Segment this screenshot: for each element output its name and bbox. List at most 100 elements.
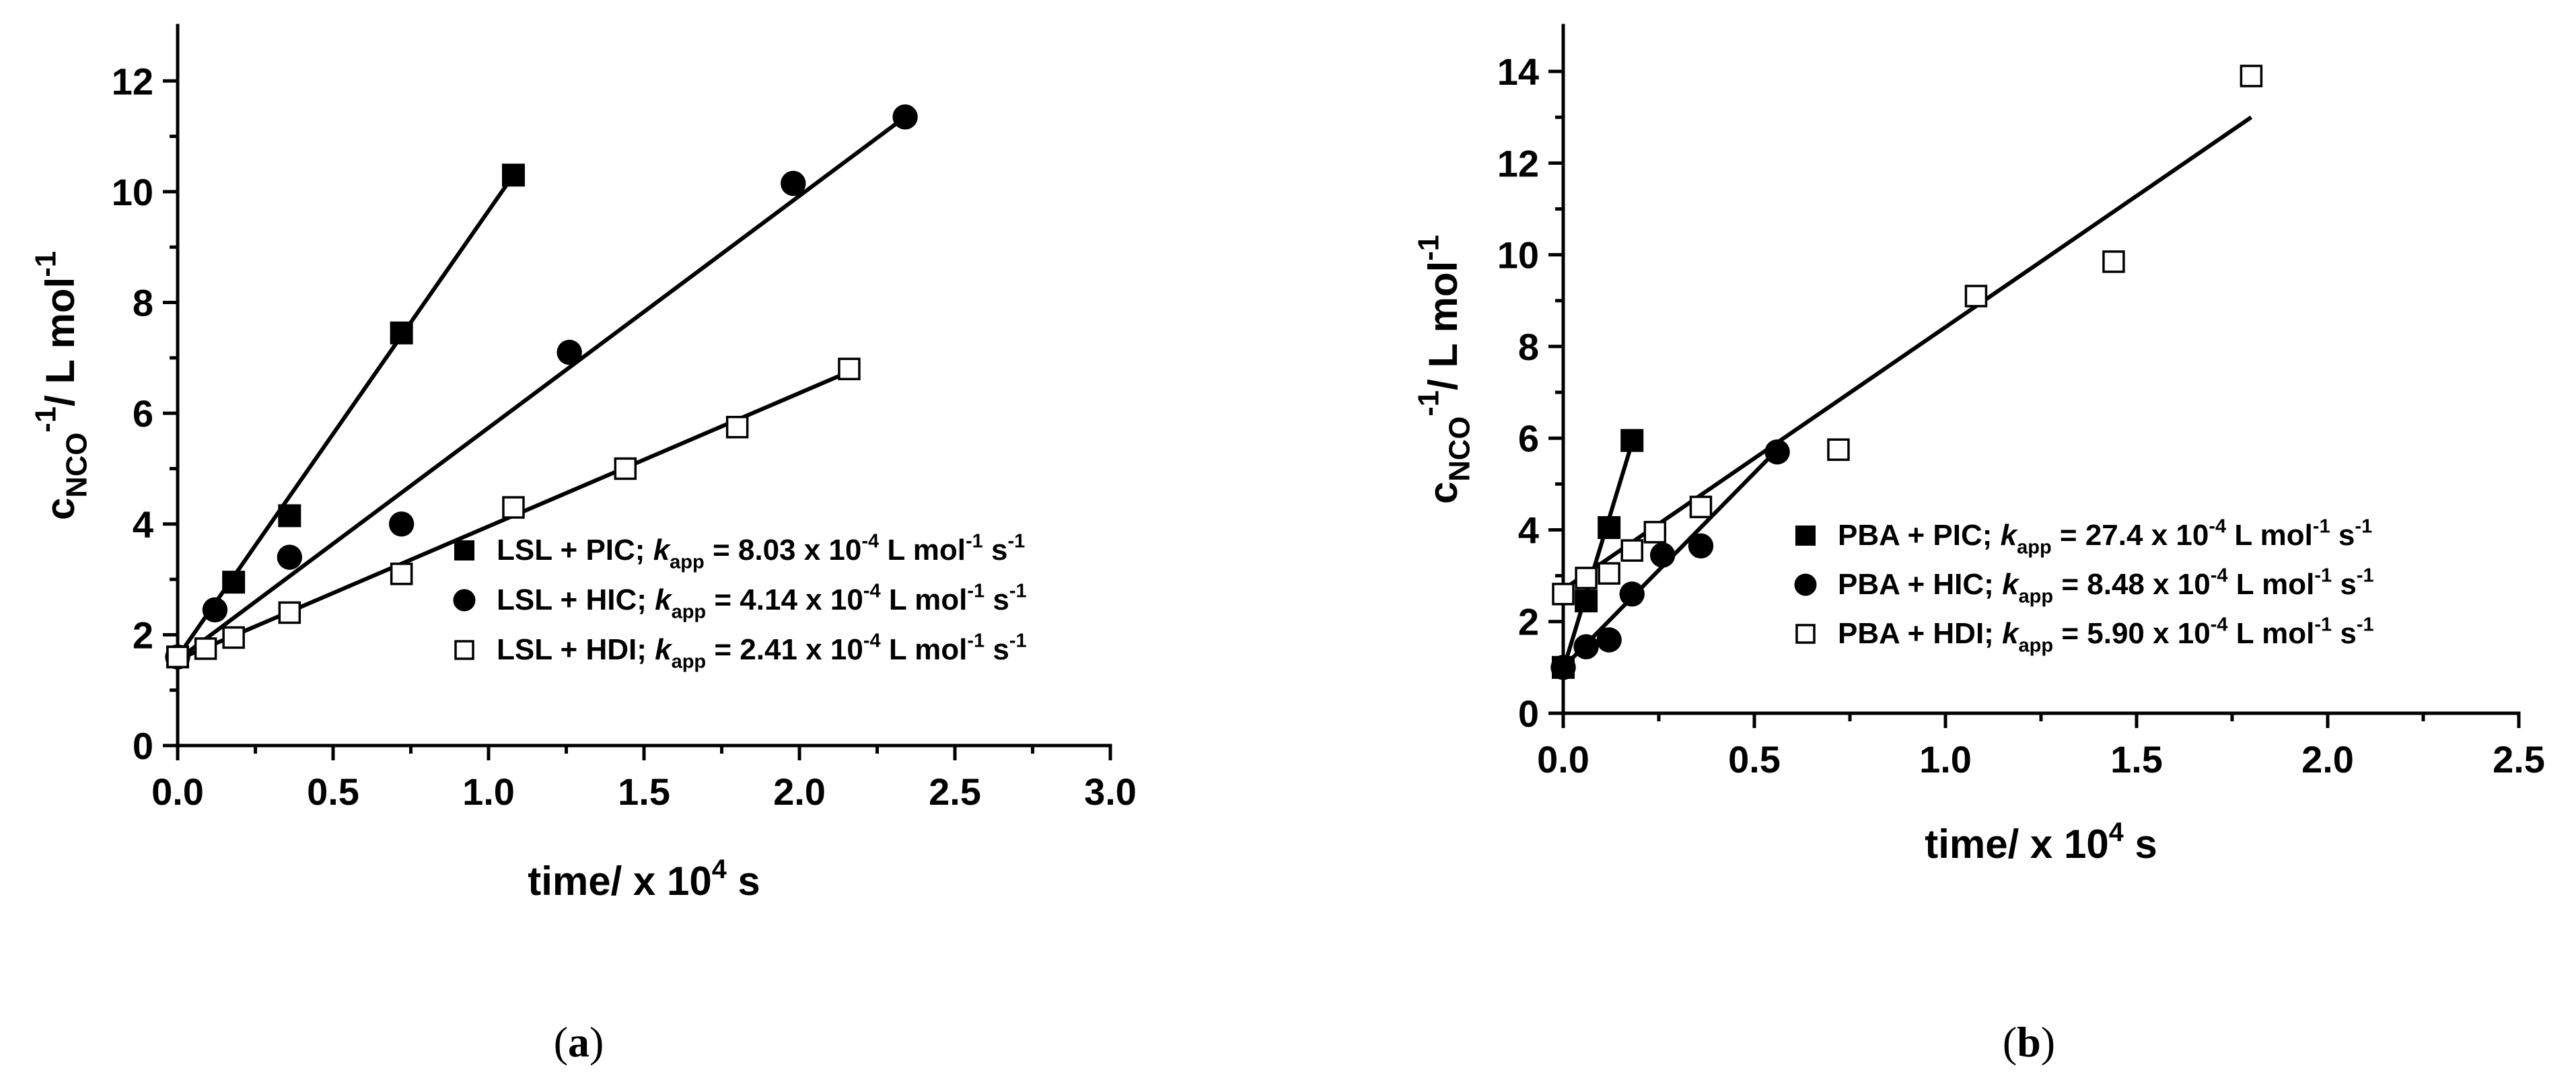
data-point xyxy=(1827,438,1850,461)
data-point xyxy=(1689,495,1713,519)
data-point xyxy=(390,563,413,585)
chart-panel-a: 0.0 0.5 1.0 1.5 2.0 2.5 3.0 0 2 4 6 8 10 12 time/ x 10… xyxy=(30,24,1137,1066)
y-tick-label: 10 xyxy=(1497,234,1539,277)
legend-entry: LSL + PIC; kapp = 8.03 x 10-4 L mol-1 s-… xyxy=(454,531,1025,573)
data-point xyxy=(892,104,918,130)
y-tick-label: 6 xyxy=(133,392,153,435)
legend-label: PBA + HDI; kapp = 5.90 x 10-4 L mol-1 s-… xyxy=(1838,614,2374,657)
data-point xyxy=(202,597,228,623)
x-tick-label: 2.5 xyxy=(929,770,981,813)
y-tick-label: 12 xyxy=(112,60,153,102)
x-tick-label: 0.5 xyxy=(307,770,359,813)
data-point xyxy=(1643,521,1667,544)
legend-entry: LSL + HIC; kapp = 4.14 x 10-4 L mol-1 s-… xyxy=(453,581,1027,623)
data-point xyxy=(1552,583,1575,606)
legend-label: LSL + PIC; kapp = 8.03 x 10-4 L mol-1 s-… xyxy=(497,531,1025,573)
y-tick-label: 2 xyxy=(1518,601,1539,643)
data-point xyxy=(2102,250,2125,273)
data-point xyxy=(278,601,301,624)
legend-label: PBA + HIC; kapp = 8.48 x 10-4 L mol-1 s-… xyxy=(1838,565,2374,608)
data-point xyxy=(222,626,245,649)
data-point xyxy=(557,339,582,365)
data-point xyxy=(1575,567,1598,589)
series-pba-hic xyxy=(1550,439,1790,680)
y-axis-title: cNCO-1/ L mol-1 xyxy=(1412,235,1476,504)
x-tick-label: 1.0 xyxy=(1919,738,1972,781)
y-tick-label: 2 xyxy=(133,614,153,656)
fit-line-pba-pic xyxy=(1561,442,1635,671)
panel-label: (a) xyxy=(554,1018,604,1066)
x-axis-title: time/ x 104 s xyxy=(528,855,760,904)
x-tick-label: 1.5 xyxy=(2110,738,2163,781)
data-point xyxy=(502,496,525,519)
y-tick-label: 8 xyxy=(1518,326,1539,368)
data-point xyxy=(1598,562,1620,585)
data-point xyxy=(1575,589,1598,613)
y-tick-label: 14 xyxy=(1497,50,1539,93)
data-point xyxy=(501,164,525,187)
data-point xyxy=(838,357,861,381)
data-point xyxy=(166,645,189,669)
y-tick-label: 0 xyxy=(1518,692,1539,735)
data-point xyxy=(1764,439,1790,465)
data-point xyxy=(1964,285,1988,308)
x-tick-label: 0.0 xyxy=(151,770,204,813)
data-point xyxy=(614,457,637,480)
legend-label: LSL + HDI; kapp = 2.41 x 10-4 L mol-1 s-… xyxy=(497,630,1027,673)
legend-entry: PBA + HDI; kapp = 5.90 x 10-4 L mol-1 s-… xyxy=(1795,614,2374,657)
x-tick-label: 2.5 xyxy=(2493,738,2545,781)
y-tick-label: 6 xyxy=(1518,417,1539,460)
series-lsl-hdi xyxy=(166,357,861,669)
data-point xyxy=(1598,516,1621,540)
legend-marker xyxy=(454,640,474,660)
fit-line-lsl-hic xyxy=(176,115,906,661)
chart-panel-b: 0.0 0.5 1.0 1.5 2.0 2.5 0 2 4 6 8 10 12 14 time/ x 104… xyxy=(1412,24,2545,1066)
legend-marker xyxy=(1794,573,1817,596)
x-tick-label: 2.0 xyxy=(773,770,826,813)
data-point xyxy=(390,321,413,345)
data-point xyxy=(1649,542,1676,568)
y-tick-label: 0 xyxy=(133,725,153,767)
x-tick-label: 0.5 xyxy=(1728,738,1781,781)
panel-label: (b) xyxy=(2003,1018,2055,1066)
legend-marker xyxy=(1795,526,1816,546)
series-pba-hdi xyxy=(1552,65,2263,606)
legend-marker xyxy=(453,589,476,612)
data-point xyxy=(1596,627,1622,653)
y-tick-label: 8 xyxy=(133,282,153,324)
legend-entry: LSL + HDI; kapp = 2.41 x 10-4 L mol-1 s-… xyxy=(454,630,1027,673)
legend-label: PBA + PIC; kapp = 27.4 x 10-4 L mol-1 s-… xyxy=(1838,516,2372,558)
fit-line-pba-hdi xyxy=(1562,115,2253,591)
x-tick-label: 1.0 xyxy=(462,770,515,813)
data-point xyxy=(1620,539,1643,562)
data-point xyxy=(1620,429,1644,452)
y-tick-label: 12 xyxy=(1497,142,1539,184)
data-point xyxy=(781,170,806,196)
x-axis-title: time/ x 104 s xyxy=(1925,818,2157,867)
x-tick-label: 0.0 xyxy=(1537,738,1589,781)
legend-marker xyxy=(454,540,474,561)
legend-label: LSL + HIC; kapp = 4.14 x 10-4 L mol-1 s-… xyxy=(497,581,1027,623)
data-point xyxy=(725,415,749,439)
data-point xyxy=(277,544,303,570)
x-tick-label: 1.5 xyxy=(618,770,670,813)
legend-marker xyxy=(1795,624,1816,644)
y-tick-label: 4 xyxy=(1518,509,1539,551)
data-point xyxy=(1619,581,1645,607)
data-point xyxy=(1550,655,1576,680)
y-tick-label: 10 xyxy=(112,171,153,213)
data-point xyxy=(1688,533,1714,559)
data-point xyxy=(194,637,217,660)
data-point xyxy=(222,571,246,594)
data-point xyxy=(388,511,415,537)
y-axis-title: cNCO-1/ L mol-1 xyxy=(30,251,93,520)
data-point xyxy=(1573,634,1599,659)
data-point xyxy=(278,504,301,528)
data-point xyxy=(2240,65,2263,87)
legend-entry: PBA + HIC; kapp = 8.48 x 10-4 L mol-1 s-… xyxy=(1794,565,2374,608)
x-tick-label: 2.0 xyxy=(2301,738,2354,781)
y-tick-label: 4 xyxy=(133,503,153,546)
x-tick-label: 3.0 xyxy=(1084,770,1137,813)
legend-entry: PBA + PIC; kapp = 27.4 x 10-4 L mol-1 s-… xyxy=(1795,516,2372,558)
